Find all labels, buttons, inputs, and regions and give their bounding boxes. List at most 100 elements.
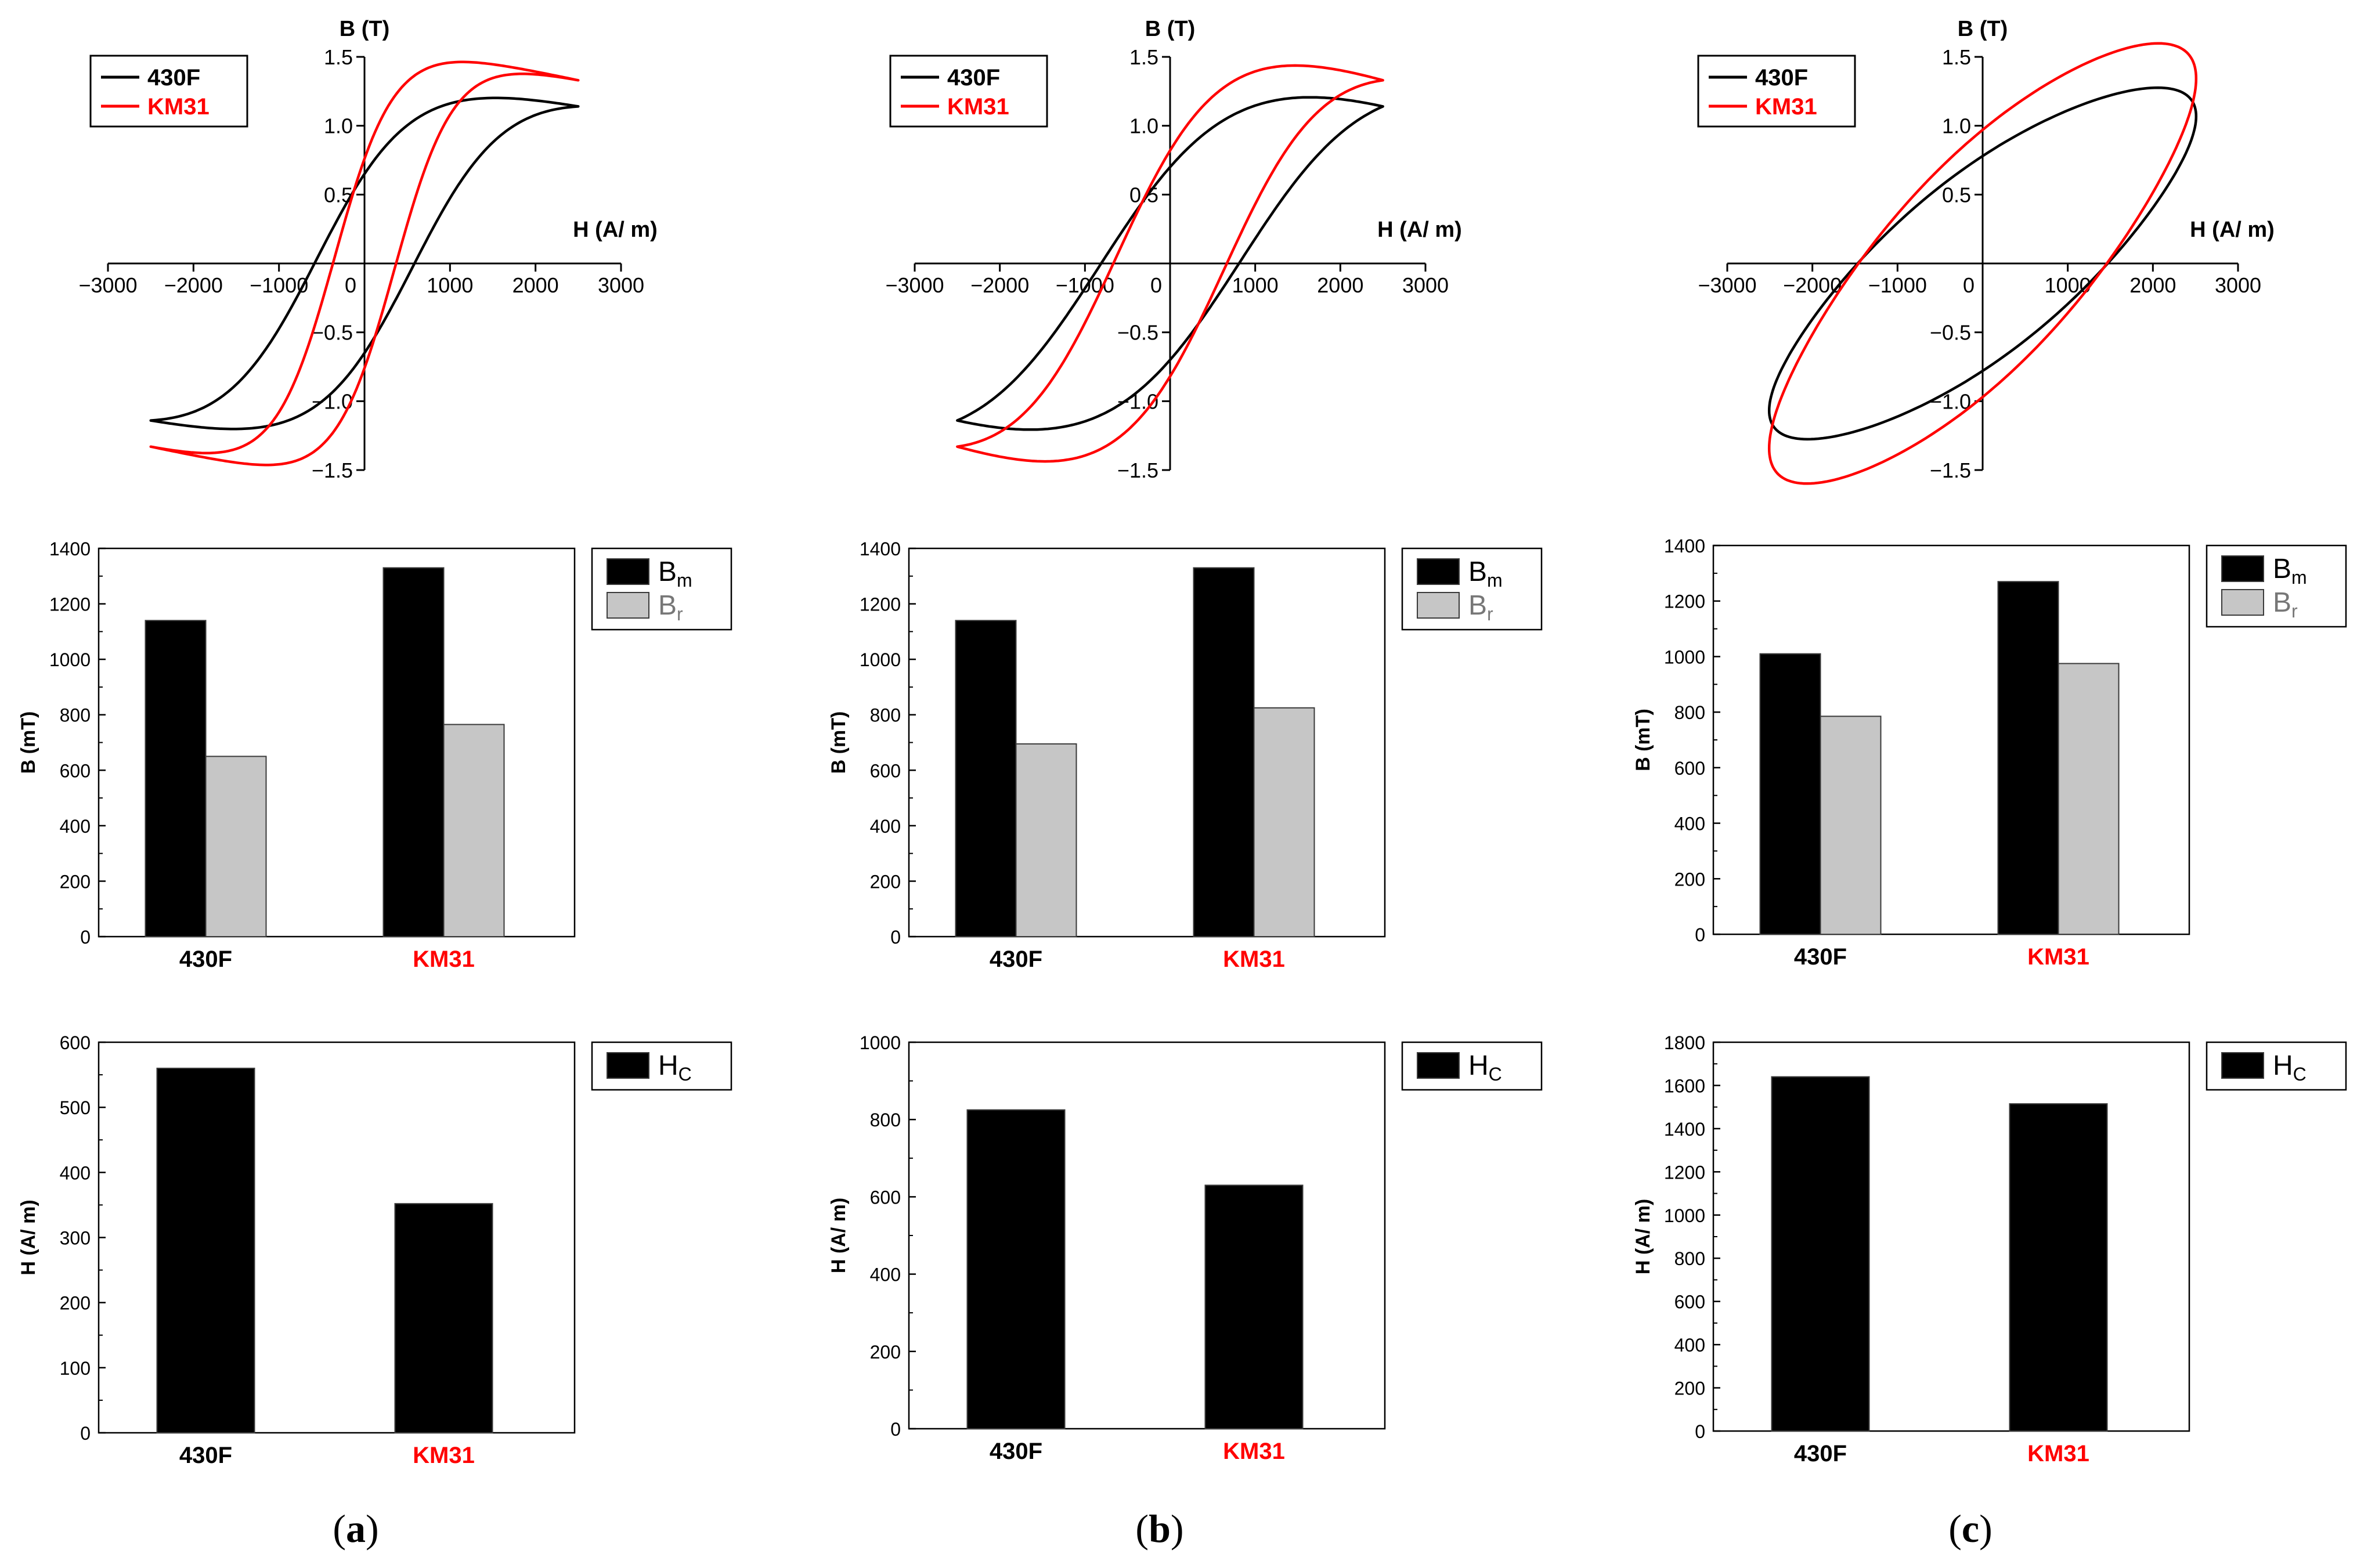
legend-swatch-br <box>1417 592 1460 619</box>
x-tick-label: 2000 <box>1317 273 1363 297</box>
x-tick-label: −2000 <box>164 273 223 297</box>
category-label-430f: 430F <box>179 946 232 972</box>
bar-bm-km31 <box>1193 567 1255 937</box>
legend-swatch-bm <box>1417 558 1460 585</box>
y-tick-label: 0.5 <box>1942 183 1971 207</box>
legend-swatch-hc <box>2221 1052 2264 1079</box>
legend-label-hc: HC <box>658 1050 692 1085</box>
bar-bm-km31 <box>382 567 445 937</box>
y-axis-title: B (mT) <box>828 711 850 774</box>
y-tick-label: −0.5 <box>1930 321 1971 345</box>
y-axis-title: B (T) <box>1145 17 1196 41</box>
y-tick-label: 0 <box>890 1419 901 1440</box>
x-tick-label: 3000 <box>2215 273 2261 297</box>
legend-label-hc: HC <box>2273 1050 2307 1085</box>
hysteresis-curve-km31 <box>956 64 1384 463</box>
y-tick-label: 1000 <box>860 649 901 670</box>
bar-br-km31 <box>1253 707 1315 937</box>
bar-hc-430f <box>156 1067 255 1434</box>
legend-swatch-br <box>2221 589 2264 616</box>
y-tick-label: 800 <box>60 705 91 726</box>
y-tick-label: 0 <box>1695 1421 1705 1442</box>
y-tick-label: 400 <box>870 1264 901 1285</box>
y-tick-label: 300 <box>60 1228 91 1249</box>
x-tick-label: 2000 <box>2129 273 2176 297</box>
category-label-km31: KM31 <box>1223 946 1285 972</box>
y-tick-label: 600 <box>60 760 91 781</box>
y-axis-title: H (A/ m) <box>17 1200 39 1275</box>
legend-swatch-hc <box>1417 1052 1460 1079</box>
x-tick-label: 0 <box>1963 273 1975 297</box>
y-axis-title: H (A/ m) <box>1632 1199 1654 1274</box>
y-tick-label: 600 <box>1674 1292 1705 1313</box>
hysteresis-chart-b: −3000 −2000 −1000 0 1000 2000 3000−1.5−1.0−0.5… <box>885 17 1461 482</box>
legend-swatch-hc <box>607 1052 649 1079</box>
y-tick-label: 1000 <box>49 649 91 670</box>
y-tick-label: 800 <box>1674 1248 1705 1269</box>
y-tick-label: −1.5 <box>312 458 353 482</box>
y-tick-label: 1.0 <box>1129 114 1158 138</box>
category-label-430f: 430F <box>1794 1441 1847 1466</box>
category-label-km31: KM31 <box>2027 1441 2089 1466</box>
category-label-km31: KM31 <box>413 946 475 972</box>
y-axis-title: B (mT) <box>1632 709 1654 771</box>
category-label-430f: 430F <box>990 1439 1042 1464</box>
x-tick-label: 2000 <box>512 273 559 297</box>
hysteresis-curve-km31 <box>1767 42 2198 485</box>
y-tick-label: 200 <box>870 1342 901 1363</box>
y-tick-label: 400 <box>1674 1335 1705 1356</box>
x-tick-label: 0 <box>345 273 356 297</box>
y-tick-label: 1600 <box>1664 1075 1705 1096</box>
x-tick-label: 1000 <box>427 273 473 297</box>
y-axis-title: B (T) <box>340 17 390 41</box>
legend-box <box>889 55 1048 128</box>
x-tick-label: −2000 <box>970 273 1029 297</box>
bar-bm-430f <box>1759 653 1821 935</box>
x-tick-label: 1000 <box>1232 273 1279 297</box>
hysteresis-curve-430f <box>1767 86 2198 441</box>
category-label-430f: 430F <box>990 946 1042 972</box>
y-tick-label: 1.0 <box>1942 114 1971 138</box>
bar-hc-km31 <box>1204 1184 1304 1430</box>
y-tick-label: 400 <box>870 816 901 837</box>
y-tick-label: 400 <box>60 816 91 837</box>
coercivity-bar-chart-a: 0 100 200 300 400 500 600 H (A/ m) 430F KM31 HC <box>17 1032 732 1468</box>
legend-label-km31: KM31 <box>1755 94 1817 120</box>
y-tick-label: −1.0 <box>1930 389 1971 413</box>
hysteresis-chart-a: −3000 −2000 −1000 0 1000 2000 3000−1.5−1.0−0.5… <box>78 17 657 482</box>
y-tick-label: −1.5 <box>1930 458 1971 482</box>
category-label-430f: 430F <box>179 1443 232 1468</box>
y-tick-label: 400 <box>1674 814 1705 834</box>
legend-label-430f: 430F <box>947 65 1000 91</box>
legend-label-km31: KM31 <box>947 94 1009 120</box>
x-tick-label: −3000 <box>1698 273 1756 297</box>
x-tick-label: −3000 <box>78 273 137 297</box>
hysteresis-curve-430f <box>149 96 580 431</box>
bar-br-km31 <box>2058 663 2120 935</box>
y-tick-label: 1400 <box>1664 1119 1705 1140</box>
bar-hc-km31 <box>2009 1103 2108 1432</box>
legend-swatch-bm <box>2221 555 2264 582</box>
x-tick-label: −3000 <box>885 273 944 297</box>
bar-br-430f <box>205 756 267 937</box>
legend-label-430f: 430F <box>1755 65 1808 91</box>
y-axis-title: B (T) <box>1958 17 2008 41</box>
y-tick-label: 1.5 <box>1129 45 1158 69</box>
y-tick-label: 0 <box>80 927 91 948</box>
bar-br-430f <box>1820 716 1882 935</box>
panel-label-c: (c) <box>1948 1506 1993 1551</box>
y-tick-label: 200 <box>1674 1378 1705 1399</box>
bar-br-430f <box>1015 743 1077 937</box>
legend-swatch-bm <box>607 558 649 585</box>
y-tick-label: 1.5 <box>1942 45 1971 69</box>
category-label-km31: KM31 <box>2027 944 2089 970</box>
y-tick-label: 600 <box>870 760 901 781</box>
y-tick-label: 1000 <box>860 1032 901 1053</box>
bar-hc-430f <box>1771 1076 1870 1432</box>
panel-label-b: (b) <box>1135 1506 1184 1551</box>
y-tick-label: 600 <box>60 1032 91 1053</box>
x-tick-label: −1000 <box>1868 273 1927 297</box>
